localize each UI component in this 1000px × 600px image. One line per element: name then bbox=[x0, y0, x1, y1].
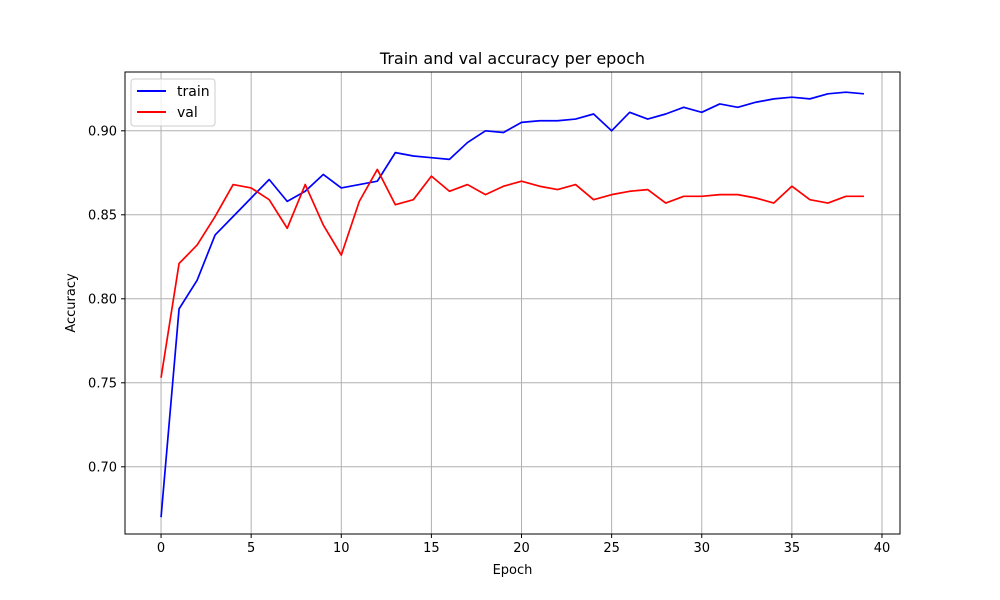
x-tick-label: 35 bbox=[784, 541, 801, 556]
x-tick-label: 30 bbox=[693, 541, 710, 556]
legend: train val bbox=[130, 78, 216, 127]
x-axis-label: Epoch bbox=[493, 563, 533, 578]
x-tick-label: 15 bbox=[423, 541, 440, 556]
x-tick-label: 40 bbox=[874, 541, 891, 556]
x-tick-label: 0 bbox=[157, 541, 165, 556]
y-tick-label: 0.85 bbox=[88, 208, 117, 223]
x-tick-label: 5 bbox=[247, 541, 255, 556]
series-lines bbox=[160, 91, 865, 518]
y-tick-label: 0.70 bbox=[88, 460, 117, 475]
x-tick-label: 25 bbox=[603, 541, 620, 556]
series-line-train bbox=[160, 91, 865, 518]
y-tick-label: 0.75 bbox=[88, 376, 117, 391]
legend-label-val: val bbox=[177, 105, 198, 121]
x-tick-label: 10 bbox=[333, 541, 350, 556]
x-tick-label: 20 bbox=[513, 541, 530, 556]
legend-label-train: train bbox=[177, 84, 210, 100]
chart-title: Train and val accuracy per epoch bbox=[379, 49, 645, 68]
y-axis-label: Accuracy bbox=[64, 273, 79, 333]
y-tick-label: 0.90 bbox=[88, 124, 117, 139]
plot-area-frame bbox=[124, 71, 901, 535]
axis-ticks: 0 5 10 15 20 25 30 35 40 0.70 0.75 0.80 0.85 0.90 bbox=[88, 124, 890, 556]
series-line-val bbox=[160, 168, 864, 378]
y-tick-label: 0.80 bbox=[88, 292, 117, 307]
grid bbox=[125, 72, 900, 534]
